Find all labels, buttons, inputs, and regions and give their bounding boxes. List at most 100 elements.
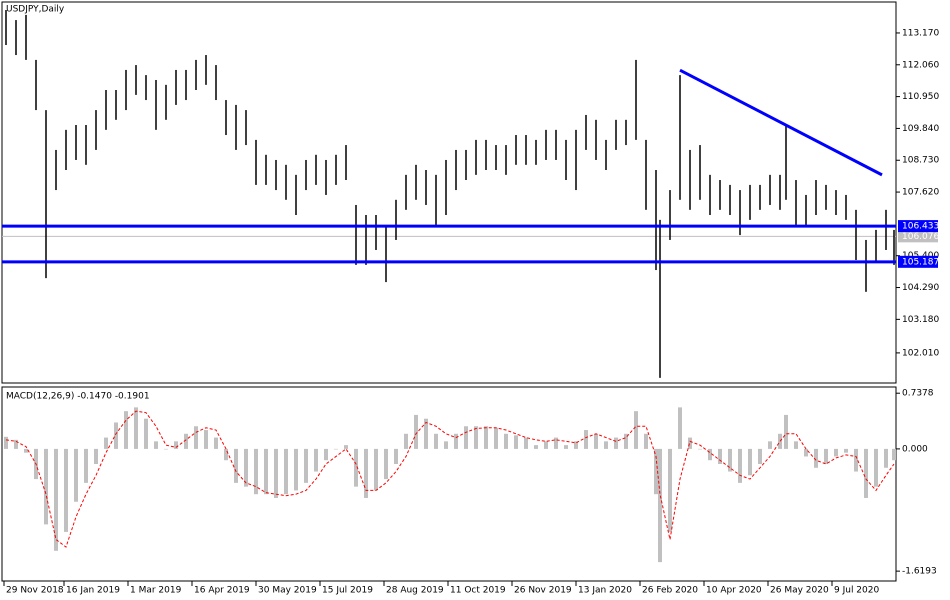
histogram-bar (624, 433, 628, 449)
last-price-label: 106.076 (902, 232, 939, 242)
histogram-bar (4, 436, 8, 449)
histogram-bar (738, 448, 742, 483)
level-box (898, 220, 938, 233)
histogram-bar (844, 448, 848, 453)
histogram-bar (504, 433, 508, 449)
histogram-bar (264, 448, 268, 495)
chart-title: USDJPY,Daily (6, 5, 65, 15)
histogram-bar (54, 448, 58, 551)
histogram-bar (644, 433, 648, 449)
histogram-bar (778, 433, 782, 449)
histogram-bar (214, 437, 218, 449)
price-panel (1, 1, 897, 384)
histogram-bar (834, 448, 838, 457)
x-tick-label: 13 Jan 2020 (578, 586, 632, 596)
histogram-bar (14, 439, 18, 449)
y-tick-label: 102.010 (902, 348, 939, 358)
histogram-bar (314, 448, 318, 472)
histogram-bar (594, 433, 598, 449)
y-tick-label: 0.7378 (902, 389, 934, 399)
x-tick-label: 16 Apr 2019 (194, 586, 250, 596)
histogram-bar (154, 441, 158, 449)
histogram-bar (524, 437, 528, 449)
histogram-bar (544, 441, 548, 449)
histogram-bar (554, 437, 558, 449)
histogram-bar (134, 407, 138, 449)
histogram-bar (668, 448, 672, 532)
y-tick-label: 107.620 (902, 188, 939, 198)
y-tick-label: 103.180 (902, 315, 939, 325)
y-tick-label: 108.730 (902, 156, 939, 166)
histogram-bar (708, 448, 712, 461)
x-tick-label: 26 May 2020 (770, 586, 829, 596)
histogram-bar (194, 426, 198, 449)
histogram-bar (864, 448, 868, 498)
histogram-bar (814, 448, 818, 468)
histogram-bar (564, 445, 568, 449)
histogram-bar (494, 427, 498, 449)
x-tick-label: 16 Jan 2019 (66, 586, 120, 596)
histogram-bar (344, 445, 348, 449)
histogram-bar (884, 448, 888, 468)
histogram-bar (364, 448, 368, 498)
histogram-bar (514, 435, 518, 449)
histogram-bar (574, 441, 578, 449)
histogram-bar (124, 411, 128, 449)
histogram-bar (874, 448, 878, 487)
histogram-bar (374, 448, 378, 491)
histogram-bar (784, 414, 788, 449)
histogram-bar (654, 448, 658, 495)
histogram-bar (614, 437, 618, 449)
histogram-bar (688, 437, 692, 449)
signal-line (5, 410, 895, 548)
histogram-bar (892, 448, 896, 461)
histogram-bar (114, 422, 118, 449)
y-tick-label: 113.170 (902, 28, 939, 38)
level-label: 105.187 (902, 257, 939, 267)
histogram-bar (224, 448, 228, 461)
histogram-bar (678, 407, 682, 449)
histogram-bar (698, 448, 702, 450)
x-tick-label: 10 Apr 2020 (706, 586, 762, 596)
level-label: 106.433 (902, 222, 939, 232)
histogram-bar (768, 441, 772, 449)
histogram-bar (204, 430, 208, 449)
macd-panel (1, 386, 897, 582)
histogram-bar (94, 448, 98, 464)
histogram-bar (234, 448, 238, 483)
x-tick-label: 15 Jul 2019 (322, 586, 373, 596)
y-tick-label: -1.6193 (902, 567, 937, 577)
histogram-bar (184, 433, 188, 449)
x-tick-label: 1 Mar 2019 (130, 586, 182, 596)
histogram-bar (384, 448, 388, 480)
histogram-bar (354, 448, 358, 487)
histogram-bar (658, 448, 662, 563)
x-tick-label: 26 Feb 2020 (642, 586, 698, 596)
histogram-bar (334, 448, 338, 450)
histogram-bar (74, 448, 78, 502)
histogram-bar (728, 448, 732, 472)
histogram-bar (794, 441, 798, 449)
histogram-bar (44, 448, 48, 525)
histogram-bar (824, 448, 828, 464)
histogram-bar (244, 448, 248, 487)
histogram-bar (294, 448, 298, 491)
x-tick-label: 28 Aug 2019 (386, 586, 444, 596)
histogram-bar (804, 448, 808, 457)
histogram-bar (404, 433, 408, 449)
histogram-bar (394, 448, 398, 464)
y-tick-label: 112.060 (902, 60, 939, 70)
histogram-bar (414, 414, 418, 449)
x-tick-label: 9 Jul 2020 (834, 586, 879, 596)
histogram-bar (174, 441, 178, 449)
histogram-bar (634, 411, 638, 449)
trend-line (679, 68, 883, 177)
histogram-bar (144, 418, 148, 449)
histogram-bar (854, 448, 858, 472)
y-tick-label: 110.950 (902, 92, 939, 102)
histogram-bar (254, 448, 258, 495)
y-tick-label: 0.000 (902, 444, 928, 454)
histogram-bar (324, 448, 328, 461)
histogram-bar (164, 448, 168, 450)
histogram-bar (464, 426, 468, 449)
